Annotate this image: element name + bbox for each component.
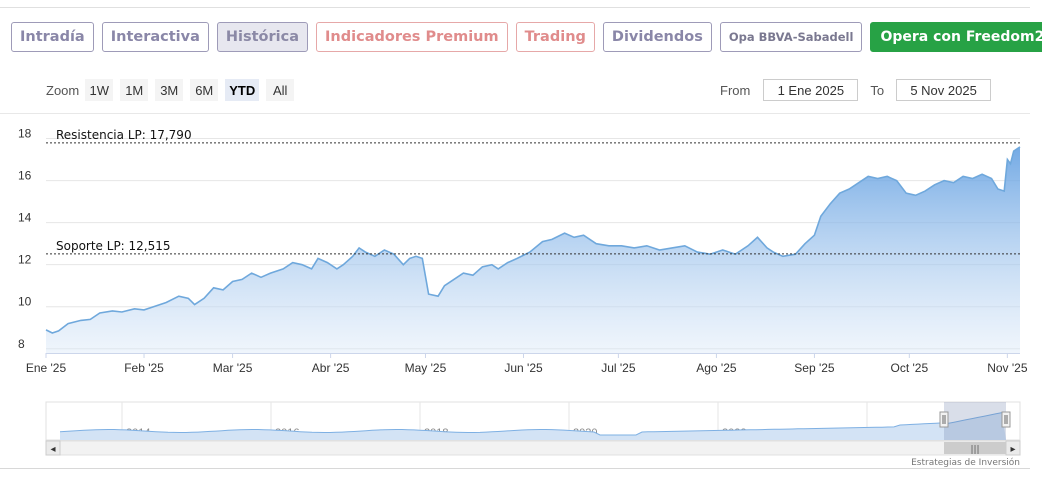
- x-tick-label: Oct '25: [890, 361, 928, 375]
- zoom-1w-button[interactable]: 1W: [85, 79, 114, 101]
- tab-intradia[interactable]: Intradía: [11, 22, 94, 52]
- zoom-6m-button[interactable]: 6M: [190, 79, 219, 101]
- scroll-right-arrow-icon: ▸: [1010, 444, 1015, 455]
- tab-dividendos[interactable]: Dividendos: [602, 22, 712, 52]
- x-tick-label: Mar '25: [213, 361, 253, 375]
- chart-credit: Estrategias de Inversión: [911, 457, 1020, 468]
- scroll-right-button[interactable]: [1005, 440, 1021, 456]
- zoom-label: Zoom: [46, 82, 80, 98]
- navigator-right-handle[interactable]: [1001, 411, 1011, 428]
- tab-opa-bbva-sabadell[interactable]: Opa BBVA-Sabadell: [719, 22, 863, 52]
- bottom-divider: [0, 468, 1030, 469]
- opera-freedom24-button[interactable]: Opera con Freedom24: [870, 22, 1042, 52]
- navigator-window: [944, 402, 1006, 440]
- x-tick-label: Ene '25: [26, 361, 67, 375]
- navigator-area: [60, 412, 1006, 440]
- x-tick-label: Feb '25: [124, 361, 164, 375]
- tab-historica[interactable]: Histórica: [216, 22, 309, 52]
- y-tick-label: 14: [18, 211, 32, 225]
- scroll-left-arrow-icon: ◂: [50, 444, 55, 455]
- y-tick-label: 10: [18, 295, 32, 309]
- tab-interactiva[interactable]: Interactiva: [101, 22, 209, 52]
- zoom-ytd-button[interactable]: YTD: [225, 79, 260, 101]
- support-label: Soporte LP: 12,515: [56, 239, 171, 253]
- scrollbar-track: [45, 440, 1021, 456]
- zoom-1m-button[interactable]: 1M: [120, 79, 149, 101]
- scrollbar-grip: |||: [970, 445, 979, 455]
- from-date-input[interactable]: 1 Ene 2025: [763, 79, 859, 101]
- tab-indicadores-premium[interactable]: Indicadores Premium: [316, 22, 508, 52]
- navigator-line: [59, 412, 1003, 436]
- y-tick-label: 18: [18, 127, 32, 141]
- zoom-3m-button[interactable]: 3M: [155, 79, 184, 101]
- to-date-input[interactable]: 5 Nov 2025: [896, 79, 992, 101]
- x-tick-label: Nov '25: [987, 361, 1028, 375]
- x-tick-label: Jul '25: [601, 361, 636, 375]
- x-tick-label: Ago '25: [696, 361, 737, 375]
- date-range: From 1 Ene 2025 To 5 Nov 2025: [720, 79, 992, 101]
- to-label: To: [870, 82, 885, 98]
- resistance-label: Resistencia LP: 17,790: [56, 128, 192, 142]
- zoom-all-button[interactable]: All: [266, 79, 295, 101]
- scrollbar-thumb[interactable]: [944, 442, 1006, 454]
- x-tick-label: Abr '25: [312, 361, 350, 375]
- from-label: From: [720, 82, 751, 98]
- navigator-left-handle[interactable]: [939, 411, 949, 428]
- top-divider: [0, 7, 1030, 8]
- x-tick-label: Sep '25: [794, 361, 835, 375]
- x-tick-label: May '25: [405, 361, 447, 375]
- chart-tabs: Intradía Interactiva Histórica Indicadores …: [11, 22, 1042, 52]
- scroll-left-button[interactable]: [45, 440, 61, 456]
- y-tick-label: 12: [18, 253, 32, 267]
- x-tick-label: Jun '25: [504, 361, 543, 375]
- zoom-selector: Zoom 1W 1M 3M 6M YTD All: [46, 78, 301, 102]
- y-tick-label: 16: [18, 169, 32, 183]
- header-divider: [0, 113, 1030, 114]
- tab-trading[interactable]: Trading: [515, 22, 595, 52]
- price-line: [45, 146, 1021, 334]
- y-tick-label: 8: [18, 337, 25, 351]
